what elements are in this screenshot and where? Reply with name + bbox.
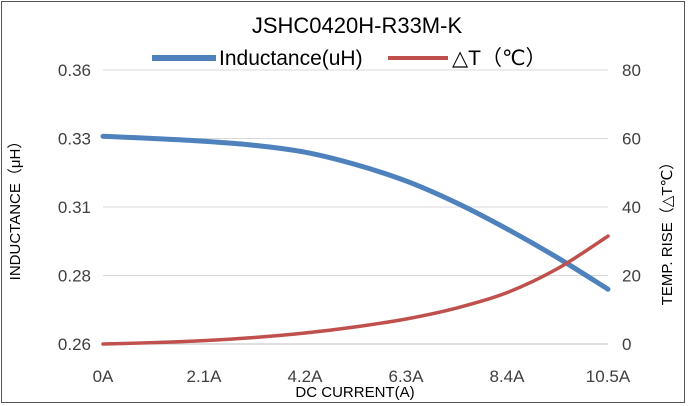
y-axis-label: INDUCTANCE（μH） xyxy=(7,134,24,281)
x-axis-label: DC CURRENT(A) xyxy=(295,384,414,401)
x-tick-label: 4.2A xyxy=(288,367,324,386)
legend-label-inductance: Inductance(uH) xyxy=(219,47,363,70)
y-tick-label: 0.26 xyxy=(58,335,91,354)
chart-title: JSHC0420H-R33M-K xyxy=(252,13,463,38)
x-tick-label: 10.5A xyxy=(586,367,631,386)
x-tick-label: 0A xyxy=(93,367,114,386)
series-lines xyxy=(100,133,611,346)
y-tick-label: 0.31 xyxy=(58,198,91,217)
y-tick-label: 0.33 xyxy=(58,130,91,149)
x-tick-label: 6.3A xyxy=(389,367,425,386)
legend-label-temp-rise: △T（℃） xyxy=(452,47,547,70)
series-line-temp-rise xyxy=(101,234,610,346)
y2-tick-label: 20 xyxy=(622,267,641,286)
x-tick-label: 8.4A xyxy=(490,367,526,386)
y-tick-label: 0.36 xyxy=(58,61,91,80)
y2-tick-label: 60 xyxy=(622,130,641,149)
y2-tick-label: 80 xyxy=(622,61,641,80)
y2-axis-label: TEMP. RISE（△T℃） xyxy=(659,155,676,306)
y2-tick-label: 40 xyxy=(622,198,641,217)
tick-labels: 0.26 0 0.28 20 0.31 40 0.33 60 0.36 80 0A 2.1A 4.2A 6… xyxy=(58,61,641,386)
legend: Inductance(uH) △T（℃） xyxy=(152,47,547,70)
y2-tick-label: 0 xyxy=(622,335,631,354)
series-line-inductance xyxy=(100,133,611,292)
y-tick-label: 0.28 xyxy=(58,267,91,286)
x-tick-label: 2.1A xyxy=(187,367,223,386)
